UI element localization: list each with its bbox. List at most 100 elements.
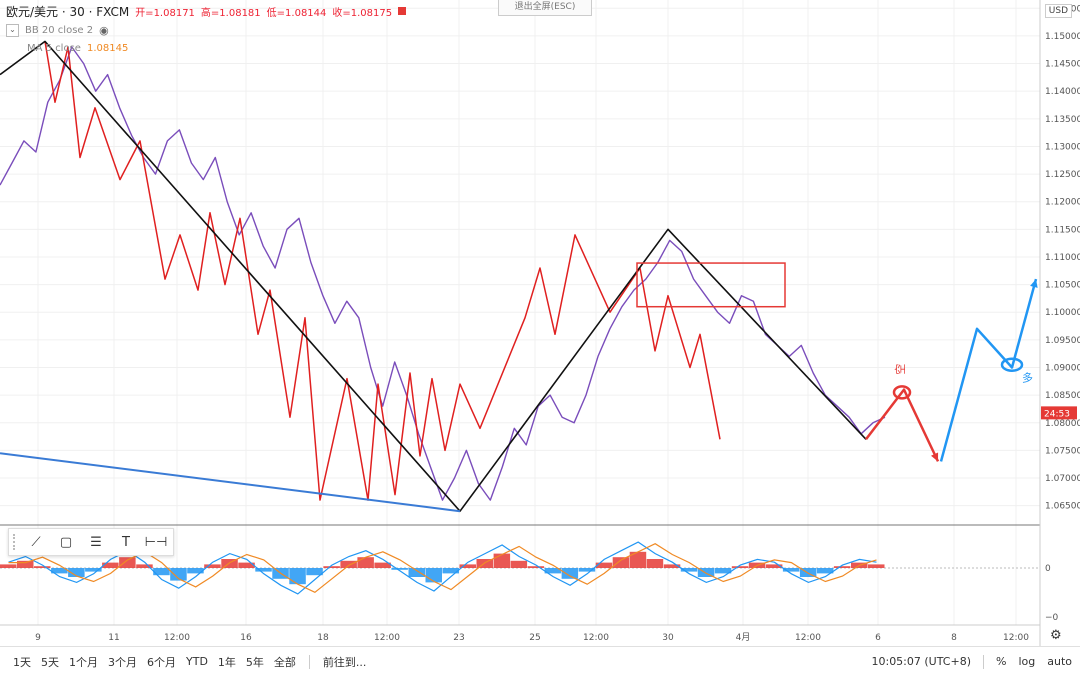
time-tick-label: 11 xyxy=(108,633,119,643)
osc-histogram-bar xyxy=(102,562,119,568)
rectangle-tool-icon[interactable]: ▢ xyxy=(59,534,73,550)
osc-slow-line xyxy=(8,543,877,594)
open-value: 开=1.08171 xyxy=(135,7,195,19)
chevron-down-icon[interactable]: ⌄ xyxy=(6,24,19,37)
eye-icon[interactable]: ◉ xyxy=(99,24,109,37)
timeframe-1d[interactable]: 1天 xyxy=(13,655,31,669)
exit-fullscreen-button[interactable]: 退出全屏(ESC) xyxy=(498,0,592,16)
close-value: 收=1.08175 xyxy=(332,7,393,19)
price-tick-label: 1.15000 xyxy=(1045,32,1080,42)
osc-histogram-bar xyxy=(544,568,562,574)
osc-histogram-bar xyxy=(306,568,323,576)
time-tick-label: 4月 xyxy=(736,632,751,643)
osc-histogram-bar xyxy=(255,568,272,572)
osc-histogram-bar xyxy=(578,568,596,572)
osc-histogram-bar xyxy=(714,568,732,574)
price-tick-label: 1.12000 xyxy=(1045,198,1080,208)
osc-histogram-bar xyxy=(868,564,885,568)
long-marker-circle xyxy=(1000,357,1024,372)
time-tick-label: 8 xyxy=(951,633,957,643)
time-tick-label: 12:00 xyxy=(795,633,821,643)
osc-histogram-bar xyxy=(187,568,204,574)
projection_long-series-line xyxy=(939,278,1038,462)
osc-histogram-bar xyxy=(646,559,664,568)
zigzag_small-series-line xyxy=(44,41,721,501)
osc-histogram-bar xyxy=(493,553,511,568)
osc-histogram-bar xyxy=(153,568,170,576)
osc-histogram-bar xyxy=(391,568,408,570)
auto-toggle[interactable]: auto xyxy=(1047,655,1072,668)
time-tick-label: 12:00 xyxy=(583,633,609,643)
osc-tick-label: 0 xyxy=(1045,564,1051,574)
log-toggle[interactable]: log xyxy=(1018,655,1036,668)
indicator-row-bb[interactable]: ⌄ BB 20 close 2 ◉ xyxy=(6,24,109,37)
osc-fast-line xyxy=(8,541,877,595)
price-chart[interactable]: 1.155001.150001.145001.140001.135001.130… xyxy=(0,0,1080,646)
drawing-toolbar: ⟋ ▢ ☰ T ⊢⊣ xyxy=(8,528,174,556)
price-tick-label: 1.06500 xyxy=(1045,502,1080,512)
osc-histogram-bar xyxy=(816,568,834,574)
projection_short-series-line xyxy=(865,388,940,462)
fib-tool-icon[interactable]: ☰ xyxy=(90,534,102,550)
projection_short-arrowhead xyxy=(930,452,939,462)
text-tool-icon[interactable]: T xyxy=(122,534,130,550)
osc-histogram-bar xyxy=(34,566,51,568)
osc-histogram-bar xyxy=(0,564,17,568)
drag-handle[interactable] xyxy=(13,534,19,550)
timeframe-1y[interactable]: 1年 xyxy=(217,655,236,669)
price-tick-label: 1.11000 xyxy=(1045,253,1080,263)
goto-button[interactable]: 前往到... xyxy=(322,655,367,669)
timeframe-3m[interactable]: 3个月 xyxy=(108,655,137,669)
osc-histogram-bar xyxy=(119,557,136,568)
timeframe-1m[interactable]: 1个月 xyxy=(69,655,98,669)
short-label: 空 xyxy=(893,364,907,375)
price-tick-label: 1.11500 xyxy=(1045,225,1080,235)
series-layer xyxy=(0,40,1038,513)
trendline-series-line xyxy=(0,452,461,513)
chart-grid xyxy=(0,0,1040,625)
projection_long-arrowhead xyxy=(1030,279,1038,288)
flag-icon[interactable] xyxy=(398,7,407,15)
osc-histogram-bar xyxy=(51,568,68,574)
price-tick-label: 1.14500 xyxy=(1045,60,1080,70)
osc-histogram-bar xyxy=(697,568,715,577)
osc-histogram-bar xyxy=(799,568,817,577)
clock-label[interactable]: 10:05:07 (UTC+8) xyxy=(871,655,971,668)
trendline-tool-icon[interactable]: ⟋ xyxy=(31,534,41,550)
price-tick-label: 1.09000 xyxy=(1045,364,1080,374)
percent-toggle[interactable]: % xyxy=(996,655,1007,668)
ma-value: 1.08145 xyxy=(86,43,129,54)
timeframe-ytd[interactable]: YTD xyxy=(186,655,208,668)
osc-histogram-bar xyxy=(680,568,698,572)
price-tick-label: 1.08500 xyxy=(1045,391,1080,401)
short-marker-circle xyxy=(892,385,912,400)
osc-histogram-bar xyxy=(612,557,630,568)
osc-histogram-bar xyxy=(289,568,306,585)
highlight-rectangle xyxy=(636,262,786,308)
price_path-series-line xyxy=(0,46,886,501)
indicator-row-ma[interactable]: MA 5 close 1.08145 xyxy=(27,43,128,54)
annotation-layer: 空多 xyxy=(892,357,1033,400)
osc-histogram-bar xyxy=(765,564,783,568)
timeframe-5y[interactable]: 5年 xyxy=(245,655,264,669)
currency-label[interactable]: USD xyxy=(1044,4,1072,18)
gear-icon[interactable]: ⚙ xyxy=(1050,628,1062,643)
timeframe-5d[interactable]: 5天 xyxy=(41,655,59,669)
measure-tool-icon[interactable]: ⊢⊣ xyxy=(144,534,168,550)
bb-label: BB 20 close 2 xyxy=(25,25,94,36)
price-tick-label: 1.08000 xyxy=(1045,419,1080,429)
price-tick-label: 1.09500 xyxy=(1045,336,1080,346)
osc-histogram-bar xyxy=(442,568,459,574)
divider xyxy=(983,654,984,669)
price-tick-label: 1.07500 xyxy=(1045,446,1080,456)
time-tick-label: 12:00 xyxy=(164,633,190,643)
symbol-label[interactable]: 欧元/美元 · 30 · FXCM xyxy=(6,4,130,19)
time-tick-label: 23 xyxy=(453,633,464,643)
timeframe-6m[interactable]: 6个月 xyxy=(147,655,176,669)
timeframe-all[interactable]: 全部 xyxy=(273,655,296,669)
time-tick-label: 30 xyxy=(662,633,674,643)
osc-histogram-bar xyxy=(731,566,749,568)
zigzag_major-series-line xyxy=(0,40,867,513)
price-tick-label: 1.13000 xyxy=(1045,142,1080,152)
osc-histogram-bar xyxy=(85,568,102,572)
